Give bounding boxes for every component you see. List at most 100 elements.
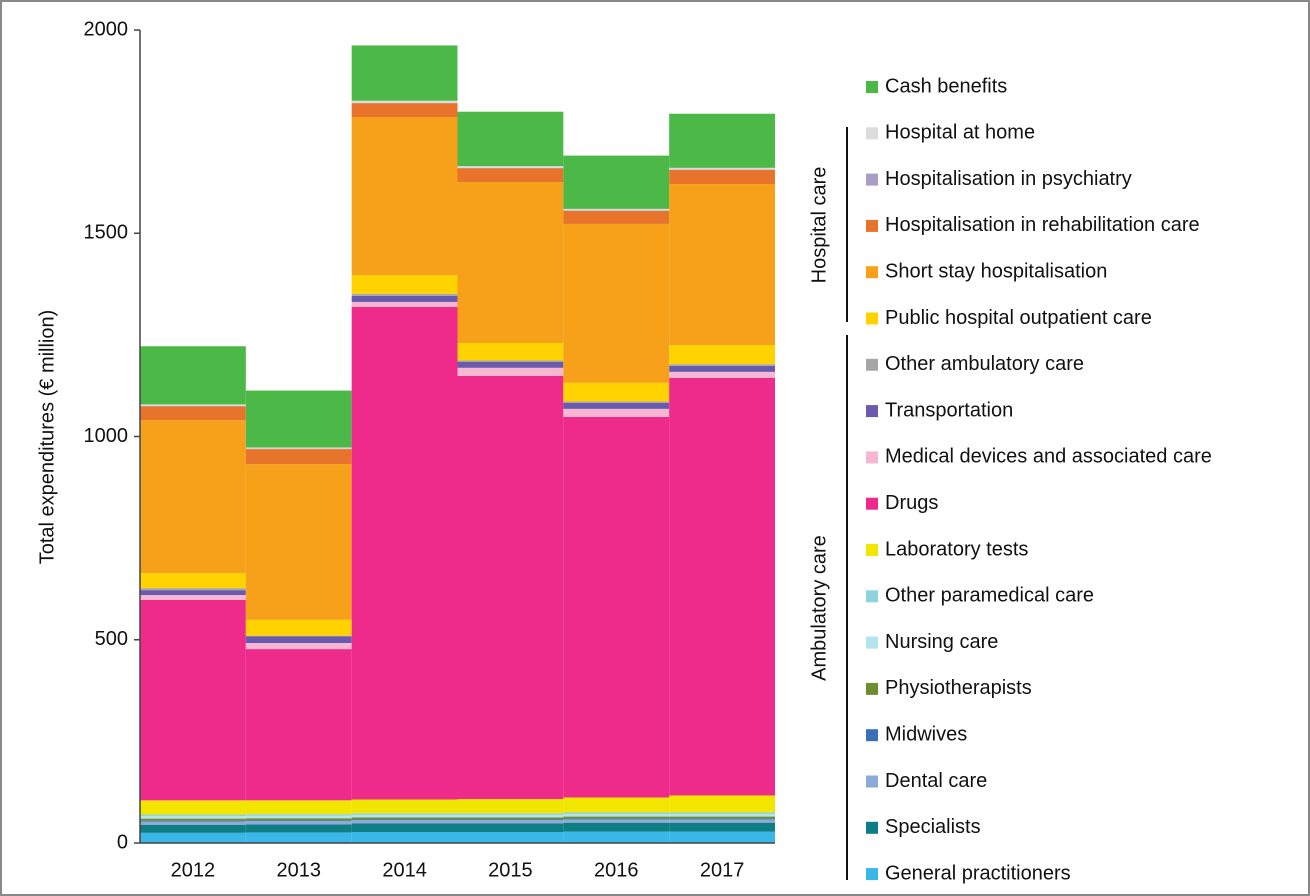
x-tick-label: 2015 — [488, 859, 533, 881]
legend-label: Short stay hospitalisation — [885, 260, 1107, 282]
legend-label: Nursing care — [885, 631, 998, 653]
bar-segment — [140, 821, 246, 825]
legend-swatch — [866, 127, 878, 140]
bar-segment — [457, 819, 564, 821]
legend-label: Specialists — [885, 816, 981, 838]
bar-segment — [245, 636, 352, 644]
bar-segment — [669, 795, 775, 813]
bar-segment — [351, 799, 458, 814]
legend-label: Physiotherapists — [885, 677, 1032, 699]
legend-swatch — [866, 636, 878, 649]
group-label: Ambulatory care — [808, 535, 830, 681]
bar-segment — [140, 573, 246, 589]
bar-segment — [245, 635, 352, 637]
bar-segment — [563, 822, 670, 832]
bar-segment — [457, 814, 564, 818]
x-tick-label: 2012 — [171, 859, 216, 881]
legend-swatch — [866, 266, 878, 279]
bar-segment — [351, 100, 458, 103]
y-tick-label: 500 — [95, 628, 128, 650]
bar-segment — [245, 464, 352, 620]
bar-segment — [669, 377, 775, 796]
bar-segment — [351, 293, 458, 296]
bar-segment — [669, 819, 775, 823]
bar-segment — [563, 814, 670, 817]
y-axis-label: Total expenditures (€ million) — [36, 310, 58, 565]
bar-segment — [351, 823, 458, 833]
bar-segment — [669, 345, 775, 365]
bar-segment — [245, 800, 352, 815]
bar-segment — [140, 820, 246, 822]
bar-segment — [669, 816, 775, 819]
bar-segment — [669, 371, 775, 378]
y-tick-label: 1000 — [84, 425, 129, 447]
x-tick-label: 2017 — [700, 859, 745, 881]
bar-segment — [563, 208, 670, 211]
bar-segment — [563, 812, 670, 815]
bar-segment — [351, 820, 458, 824]
x-tick-label: 2016 — [594, 859, 639, 881]
legend-swatch — [866, 590, 878, 603]
legend-swatch — [866, 312, 878, 325]
bar-segment — [457, 813, 564, 815]
bar-segment — [669, 818, 775, 820]
bar-segment — [245, 832, 352, 843]
bar-segment — [245, 814, 352, 816]
bar-segment — [563, 797, 670, 813]
bar-segment — [457, 799, 564, 814]
bar-segment — [669, 184, 775, 346]
legend-swatch — [866, 497, 878, 510]
legend-label: Other ambulatory care — [885, 353, 1084, 375]
legend-label: General practitioners — [885, 862, 1071, 884]
bar-segment — [563, 210, 670, 224]
bar-segment — [351, 103, 458, 117]
bar-segment — [140, 816, 246, 819]
bar-segment — [669, 113, 775, 168]
legend-label: Medical devices and associated care — [885, 446, 1212, 468]
legend-swatch — [866, 173, 878, 186]
bar-segment — [245, 821, 352, 825]
bar-segment — [457, 367, 564, 376]
group-label: Hospital care — [808, 167, 830, 284]
legend-swatch — [866, 358, 878, 371]
bar-segment — [669, 167, 775, 170]
bar-segment — [669, 822, 775, 832]
bar-segment — [245, 449, 352, 465]
bar-segment — [669, 814, 775, 817]
bar-segment — [563, 816, 670, 819]
legend-swatch — [866, 544, 878, 556]
bar-segment — [669, 831, 775, 843]
bar-segment — [245, 390, 352, 448]
bar-segment — [245, 447, 352, 449]
bar-segment — [140, 420, 246, 574]
legend-swatch — [866, 729, 878, 742]
bar-segment — [457, 832, 564, 843]
bar-segment — [140, 818, 246, 821]
legend-swatch — [866, 451, 878, 464]
bar-segment — [563, 408, 670, 417]
bar-segment — [563, 401, 670, 403]
legend-label: Hospitalisation in rehabilitation care — [885, 214, 1200, 236]
legend-swatch — [866, 868, 878, 881]
bar-segment — [245, 649, 352, 801]
bar-segment — [563, 382, 670, 402]
x-tick-label: 2013 — [277, 859, 322, 881]
legend-label: Drugs — [885, 492, 938, 514]
bar-segment — [457, 182, 564, 344]
y-tick-label: 2000 — [84, 18, 129, 40]
bar-segment — [351, 832, 458, 843]
legend-swatch — [866, 682, 878, 695]
legend-label: Cash benefits — [885, 75, 1007, 97]
bar-segment — [245, 643, 352, 650]
bar-segment — [245, 619, 352, 636]
bar-segment — [351, 295, 458, 302]
legend-swatch — [866, 821, 878, 834]
bar-segment — [351, 813, 458, 815]
bar-segment — [140, 404, 246, 407]
bar-segment — [669, 365, 775, 372]
bar-segment — [351, 301, 458, 307]
bar-segment — [351, 45, 458, 101]
bar-segment — [457, 343, 564, 361]
